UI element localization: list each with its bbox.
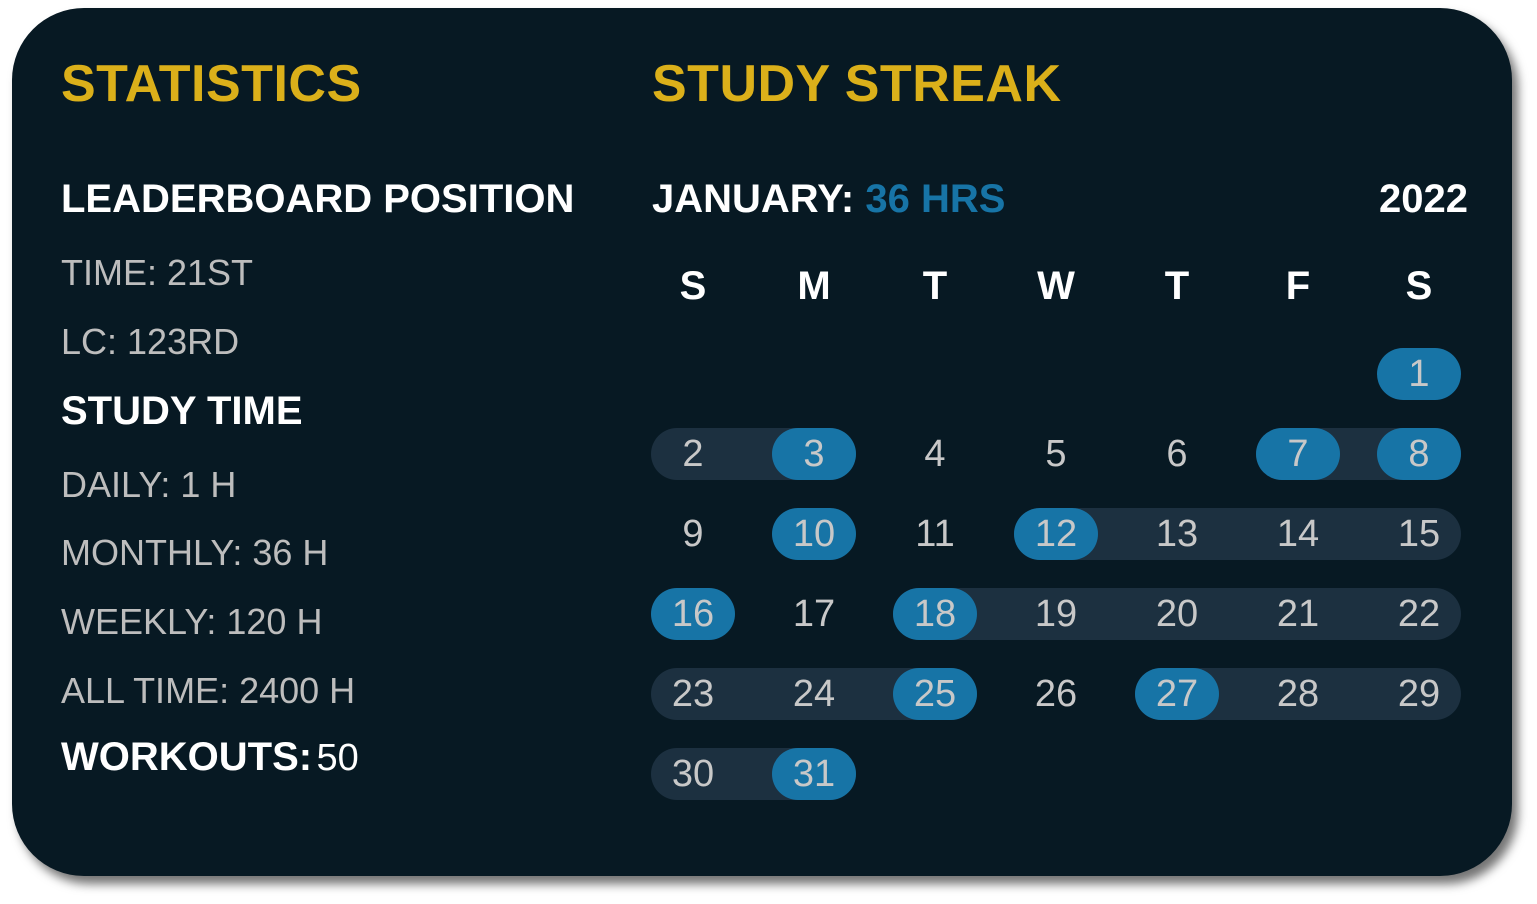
calendar-day[interactable]: 17 [792, 593, 836, 635]
workouts: WORKOUTS: 50 [61, 735, 359, 780]
study-day-highlight [1377, 428, 1461, 480]
workouts-label: WORKOUTS: [61, 735, 313, 779]
calendar-day[interactable]: 15 [1397, 513, 1441, 555]
calendar-day[interactable]: 25 [913, 673, 957, 715]
calendar-day[interactable]: 27 [1155, 673, 1199, 715]
weekday-header: F [1285, 264, 1311, 308]
study-day-highlight [1014, 508, 1098, 560]
leaderboard-time: TIME: 21ST [61, 252, 254, 293]
calendar-day[interactable]: 9 [682, 513, 704, 555]
study-day-highlight [651, 588, 735, 640]
statistics-title: STATISTICS [61, 55, 362, 113]
weekday-header: S [679, 264, 707, 308]
weekday-header: T [922, 264, 948, 308]
study-all-time: ALL TIME: 2400 H [61, 670, 356, 711]
calendar-day[interactable]: 31 [792, 753, 836, 795]
calendar-day[interactable]: 19 [1034, 593, 1078, 635]
calendar-day[interactable]: 4 [924, 433, 946, 475]
calendar-day[interactable]: 6 [1166, 433, 1188, 475]
weekday-header: T [1164, 264, 1190, 308]
calendar-day[interactable]: 18 [913, 593, 957, 635]
calendar-day[interactable]: 13 [1155, 513, 1199, 555]
calendar-day[interactable]: 14 [1276, 513, 1320, 555]
calendar-day[interactable]: 5 [1045, 433, 1067, 475]
calendar-day[interactable]: 23 [671, 673, 715, 715]
leaderboard-heading: LEADERBOARD POSITION [61, 177, 575, 221]
workouts-value: 50 [316, 737, 359, 779]
streak-bar [893, 588, 1461, 640]
study-daily: DAILY: 1 H [61, 464, 237, 505]
calendar-day[interactable]: 8 [1408, 433, 1430, 475]
calendar-day[interactable]: 1 [1408, 353, 1430, 395]
study-day-highlight [893, 588, 977, 640]
weekday-header: M [797, 264, 831, 308]
calendar-day[interactable]: 28 [1276, 673, 1320, 715]
calendar-day[interactable]: 29 [1397, 673, 1441, 715]
weekday-header: S [1405, 264, 1433, 308]
weekday-header: W [1037, 264, 1075, 308]
calendar-day[interactable]: 26 [1034, 673, 1078, 715]
calendar-day[interactable]: 20 [1155, 593, 1199, 635]
calendar-day[interactable]: 3 [803, 433, 825, 475]
month-label: JANUARY: [652, 177, 855, 221]
month-summary: JANUARY: 36 HRS [652, 177, 1005, 222]
study-day-highlight [1377, 348, 1461, 400]
calendar-day[interactable]: 21 [1276, 593, 1320, 635]
study-time-heading: STUDY TIME [61, 389, 303, 433]
calendar-day[interactable]: 24 [792, 673, 836, 715]
study-day-highlight [1135, 668, 1219, 720]
calendar-day[interactable]: 11 [915, 513, 955, 555]
study-day-highlight [893, 668, 977, 720]
calendar-day[interactable]: 7 [1287, 433, 1309, 475]
calendar-day[interactable]: 30 [671, 753, 715, 795]
year-label: 2022 [1379, 177, 1468, 221]
calendar-day[interactable]: 22 [1397, 593, 1441, 635]
calendar-day[interactable]: 12 [1034, 513, 1078, 555]
calendar-day[interactable]: 2 [682, 433, 704, 475]
month-hours: 36 HRS [865, 177, 1006, 221]
study-streak-title: STUDY STREAK [652, 55, 1062, 113]
study-day-highlight [772, 748, 856, 800]
calendar-day[interactable]: 10 [792, 513, 836, 555]
leaderboard-lc: LC: 123RD [61, 321, 240, 362]
calendar-day[interactable]: 16 [671, 593, 715, 635]
study-day-highlight [772, 508, 856, 560]
study-day-highlight [772, 428, 856, 480]
study-monthly: MONTHLY: 36 H [61, 532, 329, 573]
study-day-highlight [1256, 428, 1340, 480]
study-weekly: WEEKLY: 120 H [61, 601, 323, 642]
